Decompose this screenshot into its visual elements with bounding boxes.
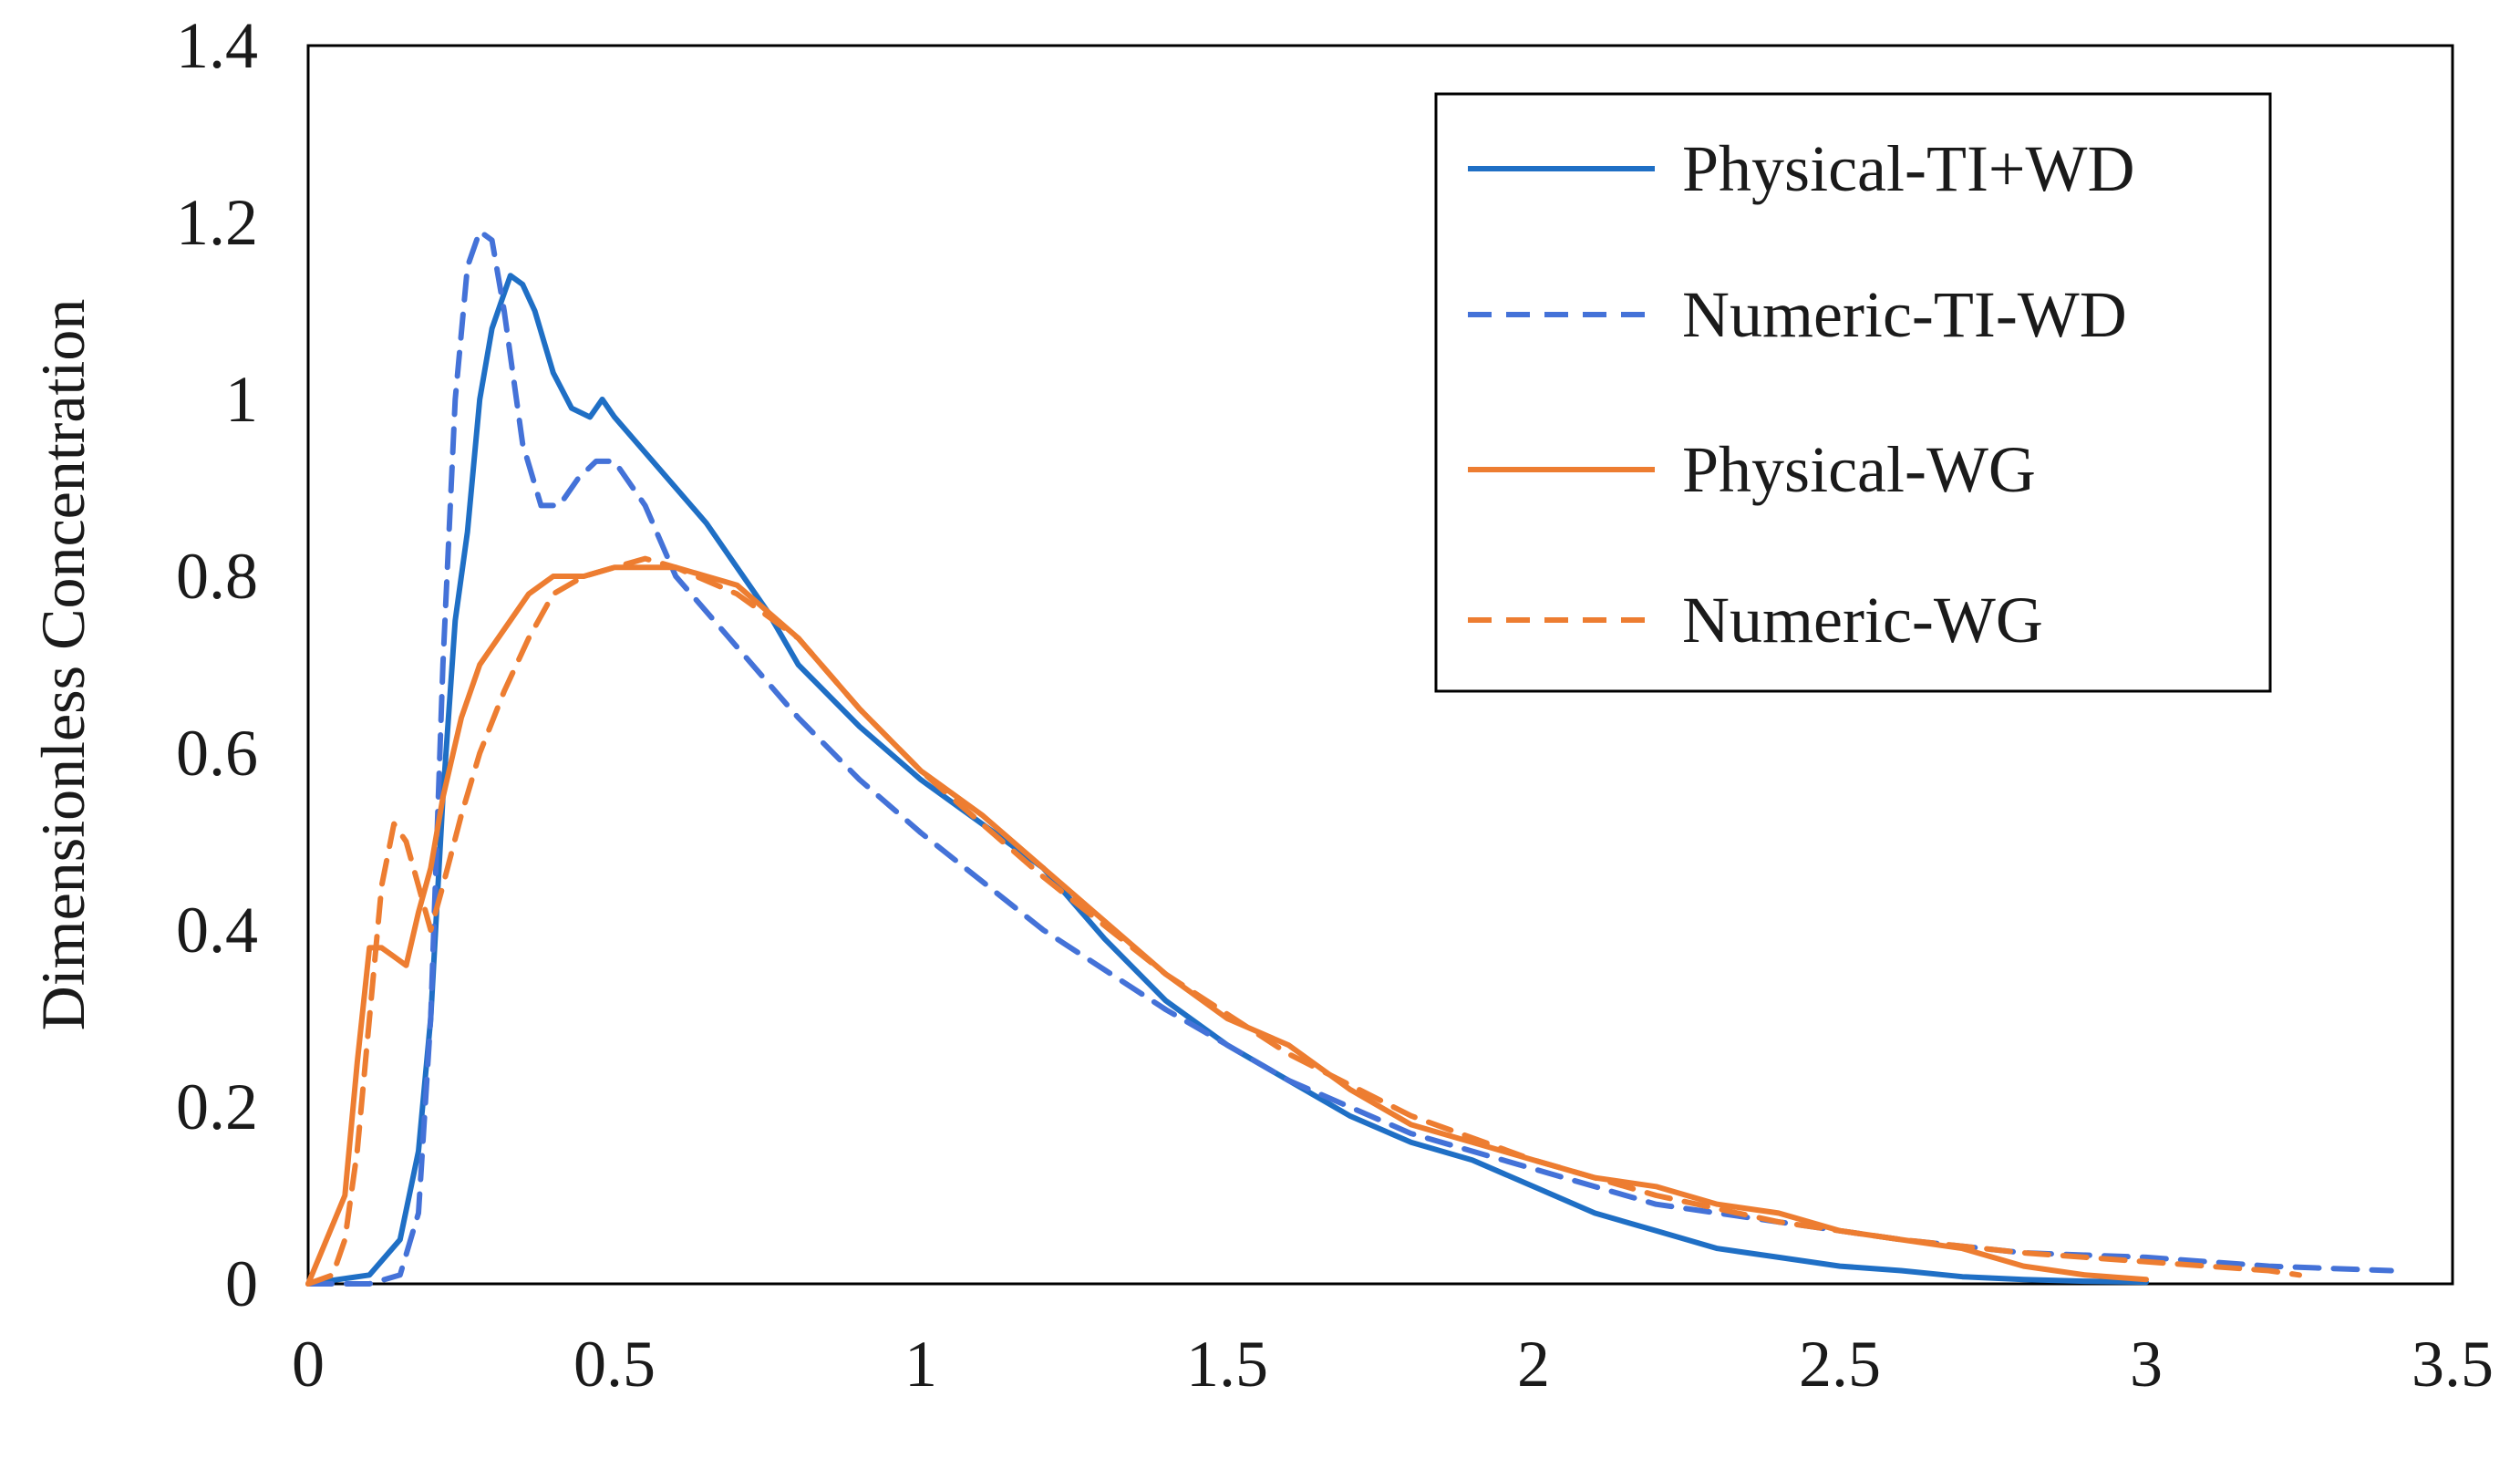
- x-tick-label: 3.5: [2412, 1328, 2494, 1401]
- y-tick-label: 0.4: [176, 894, 258, 967]
- series-layer: [305, 228, 2394, 1287]
- legend-label: Physical-WG: [1682, 433, 2036, 506]
- y-tick-label: 0.2: [176, 1070, 258, 1143]
- x-tick-label: 1: [904, 1328, 937, 1401]
- legend-label: Numeric-WG: [1682, 584, 2043, 657]
- x-tick-label: 2.5: [1799, 1328, 1881, 1401]
- legend-label: Physical-TI+WD: [1682, 132, 2134, 205]
- x-tick-label: 2: [1517, 1328, 1550, 1401]
- plot-area-frame: [306, 44, 2454, 1286]
- y-tick-label: 1.2: [176, 186, 258, 259]
- series-line-numeric-wg: [305, 555, 2302, 1287]
- x-axis-ticks: 0 0.5 1 1.5 2 2.5 3 3.5: [292, 1328, 2494, 1401]
- y-axis-title: Dimensionless Concentration: [28, 299, 98, 1031]
- legend-box: [1434, 92, 2272, 693]
- legend-label: Numeric-TI-WD: [1682, 278, 2127, 351]
- x-tick-label: 1.5: [1186, 1328, 1268, 1401]
- y-axis-ticks: 0 0.2 0.4 0.6 0.8 1 1.2 1.4: [176, 9, 258, 1320]
- legend: Physical-TI+WD Numeric-TI-WD Physical-WG Nu…: [1434, 92, 2272, 693]
- x-tick-label: 0.5: [573, 1328, 656, 1401]
- legend-items: Physical-TI+WD Numeric-TI-WD Physical-WG Nu…: [1468, 132, 2134, 657]
- series-line-numeric-ti-wd: [305, 228, 2394, 1287]
- y-tick-label: 0: [225, 1247, 258, 1320]
- x-tick-label: 0: [292, 1328, 325, 1401]
- y-tick-label: 1: [225, 363, 258, 436]
- x-tick-label: 3: [2130, 1328, 2163, 1401]
- y-tick-label: 1.4: [176, 9, 258, 82]
- y-tick-label: 0.8: [176, 540, 258, 613]
- y-tick-label: 0.6: [176, 717, 258, 790]
